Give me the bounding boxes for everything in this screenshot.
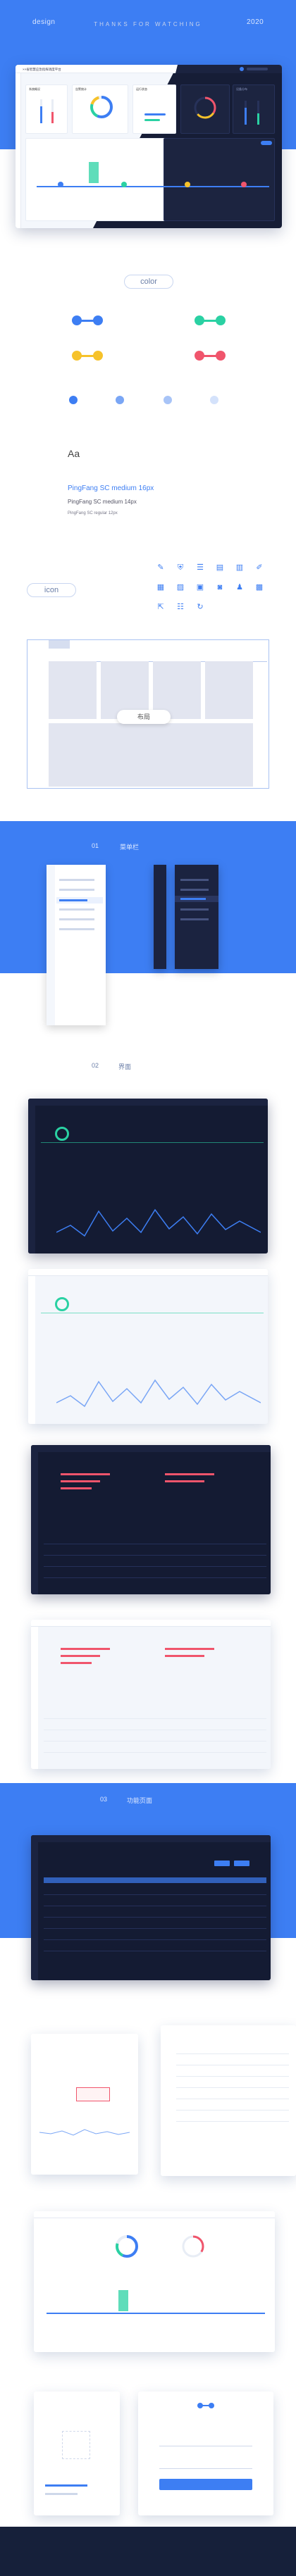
section-01-title: 菜单栏 — [120, 844, 140, 851]
layout-label: 布局 — [117, 710, 171, 724]
user-menu[interactable] — [247, 68, 268, 70]
report-dark — [31, 1445, 271, 1594]
upload-panel — [34, 2391, 120, 2515]
reset-button[interactable] — [234, 1861, 249, 1866]
panel-status: 运行状态 — [132, 85, 176, 134]
edit-icon: ✎ — [157, 563, 164, 572]
username-input[interactable] — [159, 2438, 252, 2446]
detail-card-light — [31, 2034, 138, 2175]
calendar-icon: ▣ — [196, 583, 204, 592]
icon-section-title: icon — [27, 583, 76, 597]
layout-grid — [27, 639, 269, 789]
user-icon: ♟ — [236, 583, 243, 592]
list-dark — [31, 1835, 271, 1980]
chart-icon: ▤ — [216, 563, 224, 572]
document-icon: ▥ — [235, 563, 244, 572]
login-panel — [138, 2391, 273, 2515]
trend-icon: ▨ — [176, 583, 185, 592]
query-button[interactable] — [214, 1861, 230, 1866]
section-02-number: 02 — [92, 1062, 99, 1069]
login-button[interactable] — [159, 2479, 252, 2490]
menu-light-preview — [47, 865, 106, 1025]
list-icon: ☰ — [197, 563, 204, 572]
dashboard-light — [28, 1269, 268, 1424]
pen-icon: ✐ — [256, 563, 263, 572]
type-small: PingFang SC regular 12px — [68, 511, 118, 515]
dark-area-chart — [56, 1208, 261, 1237]
footer-text: THANKS FOR WATCHING — [94, 21, 202, 27]
menu-section-band — [0, 821, 296, 973]
folder-icon: ◙ — [217, 583, 223, 592]
timeline-axis — [37, 186, 269, 187]
swatch-yellow — [72, 351, 82, 361]
panel-devices: 设备分布 — [233, 85, 275, 134]
tint-20 — [210, 396, 218, 404]
password-input[interactable] — [159, 2461, 252, 2469]
grid-icon: ▦ — [156, 583, 165, 592]
section-01-number: 01 — [92, 842, 99, 849]
type-glyph: Aa — [68, 448, 80, 459]
section-03-title: 功能页面 — [127, 1797, 153, 1804]
avatar[interactable] — [240, 67, 244, 71]
swatch-red — [195, 351, 204, 361]
tint-100 — [69, 396, 78, 404]
type-medium: PingFang SC medium 14px — [68, 499, 137, 505]
image-icon: ▩ — [255, 583, 264, 592]
mock-sidebar — [16, 73, 21, 228]
swatch-blue — [72, 315, 82, 325]
dashboard-dark — [28, 1099, 268, 1253]
report-light — [31, 1620, 271, 1769]
task-icon: ☷ — [177, 603, 184, 611]
panel-timeline-dark — [164, 138, 275, 221]
export-icon: ⇱ — [157, 603, 164, 611]
menu-dark-collapsed — [154, 865, 166, 969]
panel-system: 系统概况 — [25, 85, 68, 134]
type-large: PingFang SC medium 16px — [68, 484, 154, 492]
overview-light — [34, 2211, 275, 2352]
panel-gauge — [180, 85, 230, 134]
refresh-icon: ↻ — [197, 603, 204, 611]
section-02-title: 界面 — [118, 1063, 132, 1070]
mock-title: ××省智慧应急指挥调度平台 — [23, 68, 61, 71]
toggle-switch[interactable] — [261, 141, 272, 145]
color-section-title: color — [124, 275, 173, 289]
section-03-number: 03 — [100, 1796, 108, 1803]
tint-50 — [164, 396, 172, 404]
data-list-light — [161, 2025, 296, 2176]
hero-year-label: 2020 — [247, 18, 264, 26]
alarm-donut — [90, 96, 113, 118]
footer — [0, 2527, 296, 2576]
panel-alarm: 告警统计 — [72, 85, 128, 134]
timeline-highlight — [89, 162, 99, 183]
tint-70 — [116, 396, 124, 404]
swatch-teal — [195, 315, 204, 325]
gauge-ring — [194, 96, 216, 119]
light-area-chart — [56, 1379, 261, 1408]
shield-icon: ⛨ — [177, 563, 184, 572]
menu-dark-expanded — [175, 865, 218, 969]
upload-dropzone[interactable] — [62, 2431, 90, 2459]
hero-dashboard-mock: ××省智慧应急指挥调度平台 系统概况 告警统计 运行状态 设备分布 — [16, 65, 282, 228]
hero-design-label: design — [32, 18, 56, 26]
